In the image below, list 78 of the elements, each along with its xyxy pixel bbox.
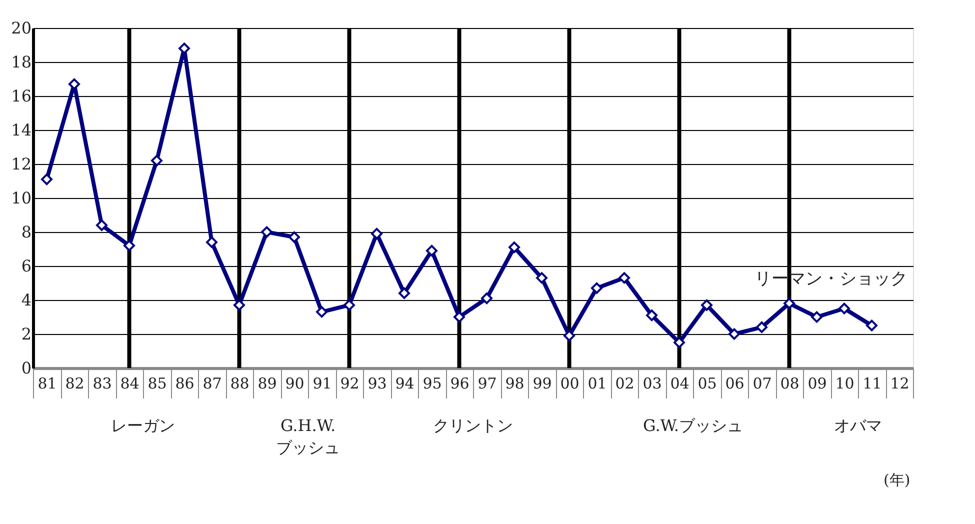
x-tick-label: 99 <box>532 374 552 392</box>
point <box>426 244 438 256</box>
x-tick-label: 93 <box>368 374 387 392</box>
x-tick-label: 02 <box>615 374 634 392</box>
y-tick-label: 8 <box>21 222 32 242</box>
point <box>371 228 382 240</box>
x-tick-label: 06 <box>725 374 744 392</box>
point <box>674 336 685 348</box>
x-tick-label: 84 <box>120 374 140 392</box>
x-tick-label: 12 <box>890 374 910 392</box>
text: レーガン <box>111 416 175 435</box>
point <box>618 272 630 284</box>
point <box>756 321 768 333</box>
y-tick-label: 18 <box>11 52 32 72</box>
point <box>591 282 602 294</box>
x-tick-label: 82 <box>65 374 84 392</box>
x-tick-label: 92 <box>340 374 360 392</box>
point <box>508 242 520 254</box>
point <box>838 302 850 314</box>
text: オバマ <box>834 416 882 435</box>
y-tick-label: 10 <box>11 188 32 208</box>
point <box>398 287 410 299</box>
point <box>316 306 328 318</box>
text: G.W.ブッシュ <box>642 416 744 435</box>
x-tick-label: 04 <box>670 374 690 392</box>
x-tick-label: 00 <box>560 374 580 392</box>
point <box>261 226 272 238</box>
x-tick-label: 91 <box>312 374 332 392</box>
y-tick-label: 20 <box>11 18 32 38</box>
x-tick-label: 11 <box>862 374 882 392</box>
y-tick-label: 0 <box>21 358 32 378</box>
point <box>866 320 878 332</box>
text: (年) <box>884 471 910 489</box>
point <box>481 292 492 304</box>
x-tick-label: 85 <box>148 374 167 392</box>
point <box>811 311 822 323</box>
x-tick-label: 89 <box>258 374 277 392</box>
x-tick-label: 96 <box>450 374 470 392</box>
point <box>96 219 108 231</box>
y-tick-label: 6 <box>21 256 32 276</box>
y-tick-label: 12 <box>11 154 32 174</box>
x-tick-label: 88 <box>230 374 250 392</box>
x-tick-label: 90 <box>285 374 304 392</box>
point <box>564 330 575 342</box>
x-tick-label: 05 <box>698 374 717 392</box>
point <box>288 231 300 243</box>
x-tick-label: 94 <box>395 374 414 392</box>
point <box>784 298 795 310</box>
x-tick-label: 01 <box>588 374 607 392</box>
x-tick-label: 86 <box>175 374 194 392</box>
x-tick-label: 97 <box>478 374 497 392</box>
y-tick-label: 14 <box>11 120 32 140</box>
point <box>124 240 135 252</box>
x-tick-label: 87 <box>202 374 222 392</box>
y-tick-label: 2 <box>21 324 32 344</box>
y-tick-label: 4 <box>21 290 32 310</box>
x-tick-label: 09 <box>808 374 827 392</box>
x-tick-label: 08 <box>780 374 800 392</box>
y-tick-label: 16 <box>11 86 32 106</box>
point <box>234 299 245 311</box>
point <box>728 328 740 340</box>
x-tick-label: 98 <box>505 374 524 392</box>
point <box>151 154 162 166</box>
point <box>454 311 465 323</box>
x-tick-label: 83 <box>92 374 112 392</box>
point <box>206 236 218 248</box>
point <box>536 272 548 284</box>
x-tick-label: 81 <box>38 374 57 392</box>
text: G.H.W. ブッシュ <box>276 416 340 457</box>
text: クリントン <box>433 416 513 435</box>
point <box>646 310 658 322</box>
x-tick-label: 10 <box>835 374 854 392</box>
x-tick-label: 95 <box>422 374 442 392</box>
point <box>344 299 355 311</box>
x-tick-label: 07 <box>752 374 772 392</box>
point <box>41 174 52 186</box>
x-tick-label: 03 <box>642 374 662 392</box>
point <box>701 299 712 311</box>
